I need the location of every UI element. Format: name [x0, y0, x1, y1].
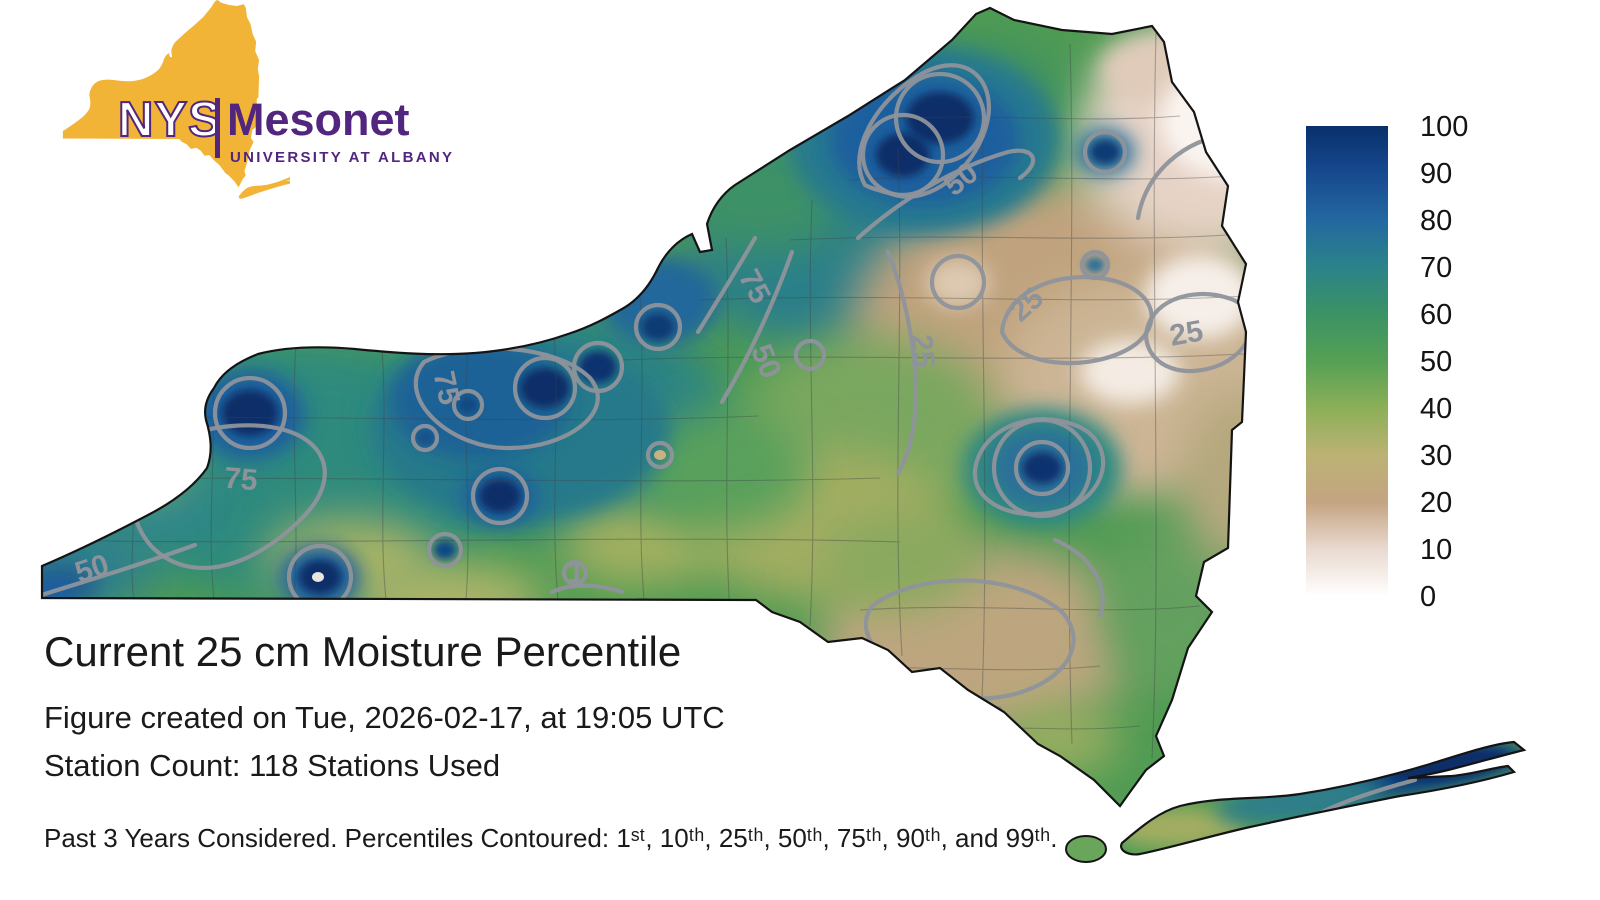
- colorbar-gradient: [1306, 126, 1388, 596]
- colorbar-tick-label: 60: [1420, 299, 1452, 331]
- logo-divider-bar: [215, 98, 220, 158]
- colorbar-tick-label: 50: [1420, 346, 1452, 378]
- colorbar-tick-label: 0: [1420, 581, 1436, 613]
- logo-university-text: UNIVERSITY AT ALBANY: [230, 149, 455, 166]
- colorbar-tick-label: 100: [1420, 111, 1468, 143]
- logo-nys-text: NYS: [117, 92, 222, 148]
- figure-station-count: Station Count: 118 Stations Used: [44, 748, 501, 783]
- contour-label: 75: [223, 462, 259, 498]
- contour-label: 25: [905, 333, 941, 369]
- figure-title: Current 25 cm Moisture Percentile: [44, 628, 682, 675]
- figure-footnote: Past 3 Years Considered. Percentiles Con…: [44, 823, 1058, 853]
- staten-island: [1065, 835, 1107, 863]
- state-outline: [40, 6, 1248, 808]
- colorbar-tick-label: 20: [1420, 487, 1452, 519]
- percentile-contours: [42, 63, 1418, 815]
- logo-mesonet-text: Mesonet: [227, 94, 410, 145]
- logo-ny-shape: [62, 0, 290, 199]
- colorbar-tick-label: 30: [1420, 440, 1452, 472]
- colorbar-tick-label: 10: [1420, 534, 1452, 566]
- colorbar-tick-label: 40: [1420, 393, 1452, 425]
- figure-created-timestamp: Figure created on Tue, 2026-02-17, at 19…: [44, 700, 725, 735]
- nys-mesonet-logo: NYS Mesonet UNIVERSITY AT ALBANY: [30, 0, 460, 205]
- colorbar-tick-label: 70: [1420, 252, 1452, 284]
- colorbar-tick-label: 90: [1420, 158, 1452, 190]
- colorbar: 100 90 80 70 60 50 40 30 20 10 0: [1306, 111, 1468, 613]
- contour-label: 75: [427, 368, 466, 408]
- contour-label: 1: [568, 556, 585, 589]
- colorbar-tick-label: 80: [1420, 205, 1452, 237]
- contour-label: 25: [1167, 314, 1206, 352]
- long-island-outline: [1120, 740, 1527, 856]
